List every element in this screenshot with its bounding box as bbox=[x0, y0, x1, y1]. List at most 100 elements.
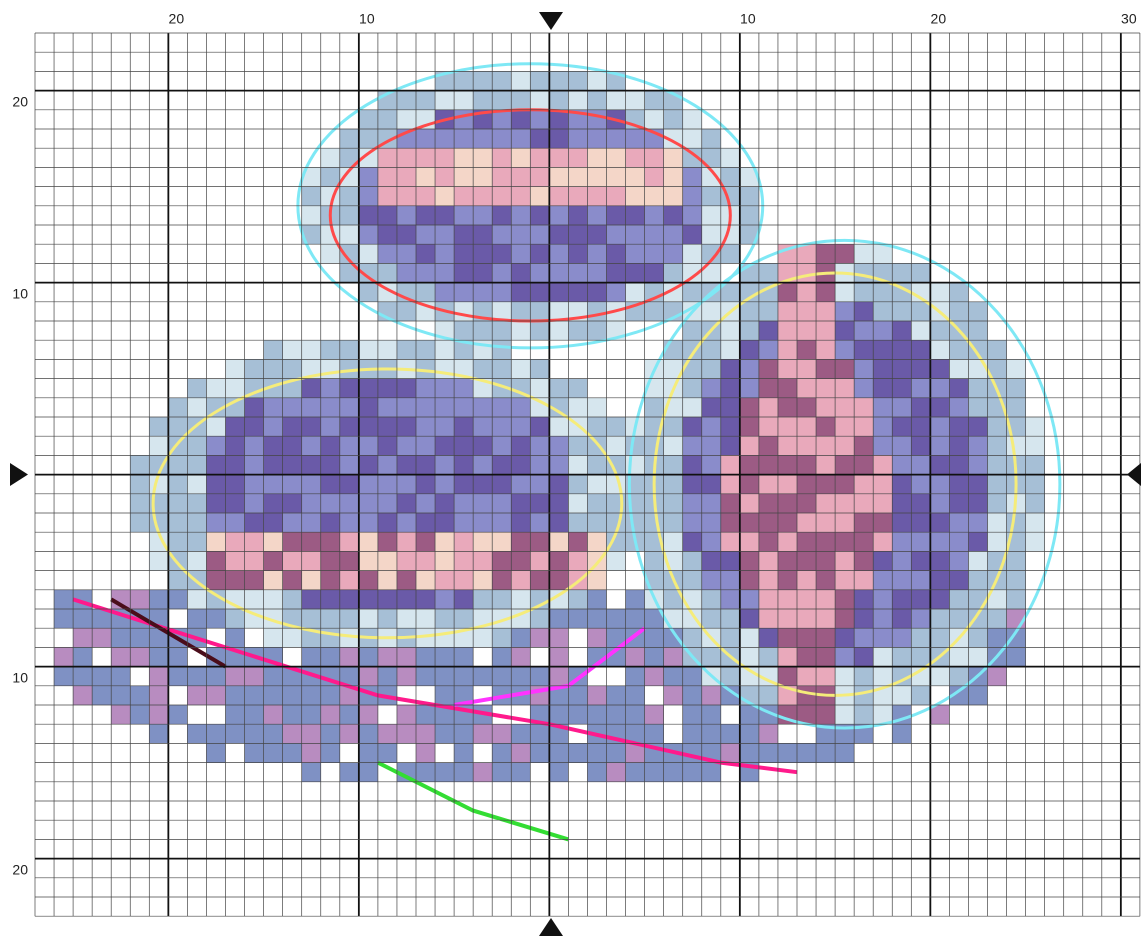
stitch-cell bbox=[187, 397, 207, 417]
stitch-cell bbox=[206, 551, 226, 571]
stitch-cell bbox=[644, 301, 664, 321]
stitch-cell bbox=[758, 340, 778, 360]
stitch-cell bbox=[473, 513, 493, 533]
stitch-cell bbox=[644, 628, 664, 648]
stitch-cell bbox=[739, 589, 759, 609]
stitch-cell bbox=[549, 90, 569, 110]
stitch-cell bbox=[930, 397, 950, 417]
stitch-cell bbox=[797, 666, 817, 686]
stitch-cell bbox=[435, 532, 455, 552]
stitch-cell bbox=[873, 378, 893, 398]
stitch-cell bbox=[301, 551, 321, 571]
stitch-cell bbox=[358, 436, 378, 456]
stitch-cell bbox=[358, 762, 378, 782]
stitch-cell bbox=[492, 532, 512, 552]
stitch-cell bbox=[606, 685, 626, 705]
stitch-cell bbox=[396, 167, 416, 187]
stitch-cell bbox=[377, 436, 397, 456]
stitch-cell bbox=[206, 436, 226, 456]
stitch-cell bbox=[358, 570, 378, 590]
stitch-cell bbox=[816, 532, 836, 552]
stitch-cell bbox=[892, 628, 912, 648]
stitch-cell bbox=[606, 417, 626, 437]
stitch-cell bbox=[701, 724, 721, 744]
stitch-cell bbox=[739, 359, 759, 379]
stitch-cell bbox=[816, 551, 836, 571]
stitch-cell bbox=[911, 455, 931, 475]
stitch-cell bbox=[758, 570, 778, 590]
stitch-cell bbox=[320, 609, 340, 629]
stitch-cell bbox=[435, 90, 455, 110]
stitch-cell bbox=[930, 705, 950, 725]
stitch-cell bbox=[549, 513, 569, 533]
stitch-cell bbox=[492, 743, 512, 763]
stitch-cell bbox=[892, 359, 912, 379]
stitch-cell bbox=[511, 666, 531, 686]
stitch-cell bbox=[892, 513, 912, 533]
stitch-cell bbox=[530, 282, 550, 302]
stitch-cell bbox=[206, 397, 226, 417]
left-axis-label: 20 bbox=[12, 93, 28, 109]
stitch-cell bbox=[892, 589, 912, 609]
stitch-cell bbox=[892, 551, 912, 571]
stitch-cell bbox=[873, 301, 893, 321]
stitch-cell bbox=[530, 436, 550, 456]
stitch-cell bbox=[187, 474, 207, 494]
stitch-cell bbox=[473, 129, 493, 149]
stitch-cell bbox=[625, 129, 645, 149]
stitch-cell bbox=[187, 513, 207, 533]
stitch-cell bbox=[797, 570, 817, 590]
stitch-cell bbox=[511, 532, 531, 552]
stitch-cell bbox=[301, 647, 321, 667]
stitch-cell bbox=[873, 705, 893, 725]
stitch-cell bbox=[682, 666, 702, 686]
stitch-cell bbox=[511, 570, 531, 590]
stitch-cell bbox=[930, 282, 950, 302]
stitch-cell bbox=[606, 148, 626, 168]
stitch-cell bbox=[892, 455, 912, 475]
stitch-cell bbox=[797, 628, 817, 648]
stitch-cell bbox=[492, 109, 512, 129]
stitch-cell bbox=[416, 244, 436, 264]
stitch-cell bbox=[473, 628, 493, 648]
stitch-cell bbox=[1006, 647, 1026, 667]
stitch-cell bbox=[492, 455, 512, 475]
stitch-cell bbox=[282, 513, 302, 533]
stitch-cell bbox=[835, 359, 855, 379]
stitch-cell bbox=[949, 513, 969, 533]
stitch-cell bbox=[854, 244, 874, 264]
stitch-cell bbox=[263, 570, 283, 590]
stitch-cell bbox=[682, 225, 702, 245]
stitch-cell bbox=[377, 493, 397, 513]
stitch-cell bbox=[511, 263, 531, 283]
stitch-cell bbox=[663, 666, 683, 686]
stitch-cell bbox=[644, 225, 664, 245]
stitch-cell bbox=[454, 340, 474, 360]
stitch-cell bbox=[454, 71, 474, 91]
stitch-cell bbox=[968, 474, 988, 494]
stitch-cell bbox=[263, 436, 283, 456]
stitch-cell bbox=[549, 378, 569, 398]
stitch-cell bbox=[339, 609, 359, 629]
stitch-cell bbox=[1006, 513, 1026, 533]
stitch-cell bbox=[530, 570, 550, 590]
stitch-cell bbox=[168, 397, 188, 417]
stitch-cell bbox=[206, 609, 226, 629]
stitch-cell bbox=[758, 397, 778, 417]
stitch-cell bbox=[492, 397, 512, 417]
stitch-cell bbox=[720, 167, 740, 187]
stitch-cell bbox=[73, 609, 93, 629]
stitch-cell bbox=[130, 455, 150, 475]
stitch-cell bbox=[777, 628, 797, 648]
stitch-cell bbox=[549, 493, 569, 513]
stitch-cell bbox=[949, 301, 969, 321]
stitch-cell bbox=[587, 263, 607, 283]
stitch-cell bbox=[568, 685, 588, 705]
stitch-cell bbox=[625, 666, 645, 686]
stitch-cell bbox=[549, 436, 569, 456]
stitch-cell bbox=[587, 397, 607, 417]
stitch-cell bbox=[530, 666, 550, 686]
stitch-cell bbox=[797, 474, 817, 494]
stitch-cell bbox=[606, 263, 626, 283]
